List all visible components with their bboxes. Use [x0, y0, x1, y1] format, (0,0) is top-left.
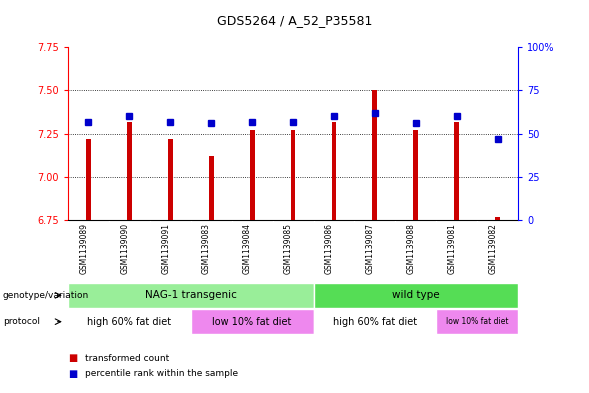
Bar [250, 130, 254, 220]
Bar [290, 130, 296, 220]
Bar [495, 217, 500, 220]
Text: high 60% fat diet: high 60% fat diet [333, 317, 417, 327]
Text: GSM1139089: GSM1139089 [79, 223, 88, 274]
Bar [313, 283, 518, 308]
Text: GSM1139086: GSM1139086 [325, 223, 334, 274]
Bar [313, 309, 436, 334]
Text: GSM1139084: GSM1139084 [243, 223, 252, 274]
Bar [168, 139, 173, 220]
Text: low 10% fat diet: low 10% fat diet [213, 317, 292, 327]
Text: NAG-1 transgenic: NAG-1 transgenic [145, 290, 237, 300]
Bar [68, 283, 313, 308]
Text: wild type: wild type [392, 290, 440, 300]
Bar [191, 309, 313, 334]
Bar [86, 139, 91, 220]
Text: GDS5264 / A_52_P35581: GDS5264 / A_52_P35581 [217, 14, 372, 27]
Text: GSM1139088: GSM1139088 [407, 223, 416, 274]
Bar [127, 121, 131, 220]
Text: GSM1139081: GSM1139081 [448, 223, 457, 274]
Text: GSM1139090: GSM1139090 [120, 223, 129, 274]
Text: GSM1139083: GSM1139083 [202, 223, 211, 274]
Text: high 60% fat diet: high 60% fat diet [87, 317, 171, 327]
Text: GSM1139087: GSM1139087 [366, 223, 375, 274]
Text: GSM1139082: GSM1139082 [489, 223, 498, 274]
Bar [413, 130, 418, 220]
Text: genotype/variation: genotype/variation [3, 291, 89, 300]
Text: ■: ■ [68, 353, 77, 363]
Text: protocol: protocol [3, 317, 40, 326]
Text: transformed count: transformed count [85, 354, 170, 362]
Bar [372, 90, 378, 220]
Text: GSM1139085: GSM1139085 [284, 223, 293, 274]
Text: low 10% fat diet: low 10% fat diet [446, 317, 509, 326]
Bar [332, 121, 336, 220]
Bar [68, 309, 191, 334]
Text: GSM1139091: GSM1139091 [161, 223, 170, 274]
Bar [436, 309, 518, 334]
Text: ■: ■ [68, 369, 77, 379]
Bar [455, 121, 459, 220]
Text: percentile rank within the sample: percentile rank within the sample [85, 369, 239, 378]
Bar [209, 156, 214, 220]
